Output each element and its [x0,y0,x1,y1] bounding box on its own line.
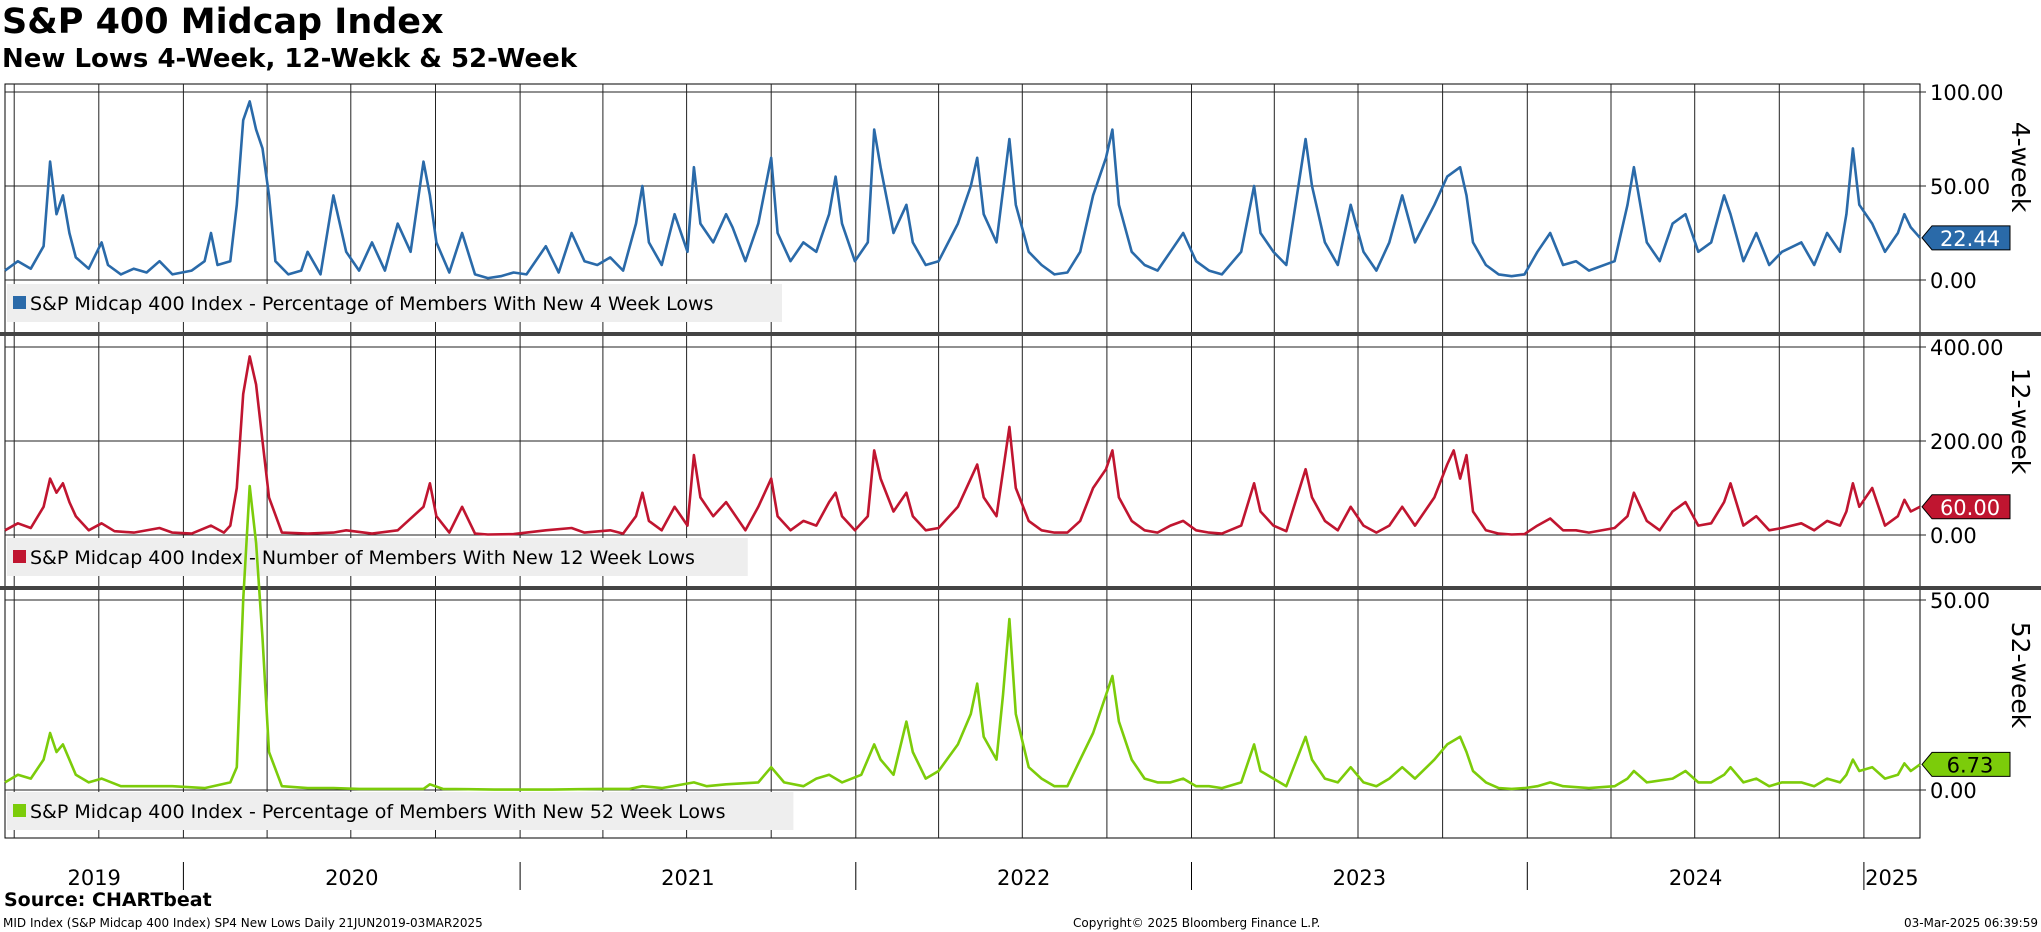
y-axis-title: 12-week [2006,368,2035,475]
chart-subtitle: New Lows 4-Week, 12-Wekk & 52-Week [2,44,578,74]
last-value-label: 60.00 [1940,496,2000,520]
legend-label: S&P Midcap 400 Index - Percentage of Mem… [30,801,726,823]
chart-title: S&P 400 Midcap Index [2,2,444,42]
y-axis-title: 4-week [2006,122,2035,213]
last-value-tag [1921,494,2011,520]
legend-box [7,792,794,830]
legend-label: S&P Midcap 400 Index - Percentage of Mem… [30,293,713,315]
last-value-label: 6.73 [1947,753,1994,777]
last-value-tag [1921,751,2011,777]
y-axis-title: 52-week [2006,622,2035,729]
last-value-label: 22.44 [1940,227,2000,251]
y-tick-label: 0.00 [1930,779,1977,803]
legend-label: S&P Midcap 400 Index - Number of Members… [30,547,695,569]
panel-separator [0,586,2041,590]
series-line [4,484,1921,791]
series-line [4,355,1921,536]
x-tick-label: 2019 [67,866,120,890]
y-tick-label: 400.00 [1930,336,2003,360]
legend-box [7,538,748,576]
x-tick-label: 2021 [661,866,714,890]
x-tick-label: 2024 [1669,866,1722,890]
x-tick-label: 2025 [1865,866,1918,890]
legend-swatch [13,804,26,817]
plot-frame [4,83,1921,839]
y-tick-label: 50.00 [1930,175,1990,199]
series-line [4,100,1921,280]
y-tick-label: 0.00 [1930,269,1977,293]
footer-timestamp: 03-Mar-2025 06:39:59 [1903,916,2038,930]
last-value-tag [1921,225,2011,251]
x-tick-label: 2023 [1333,866,1386,890]
y-tick-label: 200.00 [1930,430,2003,454]
panel-separator [0,332,2041,336]
y-tick-label: 50.00 [1930,589,1990,613]
footer-copyright: Copyright© 2025 Bloomberg Finance L.P. [1073,916,1321,930]
legend-swatch [13,550,26,563]
x-tick-label: 2022 [997,866,1050,890]
legend-swatch [13,296,26,309]
source-label: Source: CHARTbeat [4,889,212,911]
y-tick-label: 0.00 [1930,524,1977,548]
footer-security-info: MID Index (S&P Midcap 400 Index) SP4 New… [3,916,483,930]
legend-box [7,284,782,322]
y-tick-label: 100.00 [1930,81,2003,105]
x-tick-label: 2020 [325,866,378,890]
